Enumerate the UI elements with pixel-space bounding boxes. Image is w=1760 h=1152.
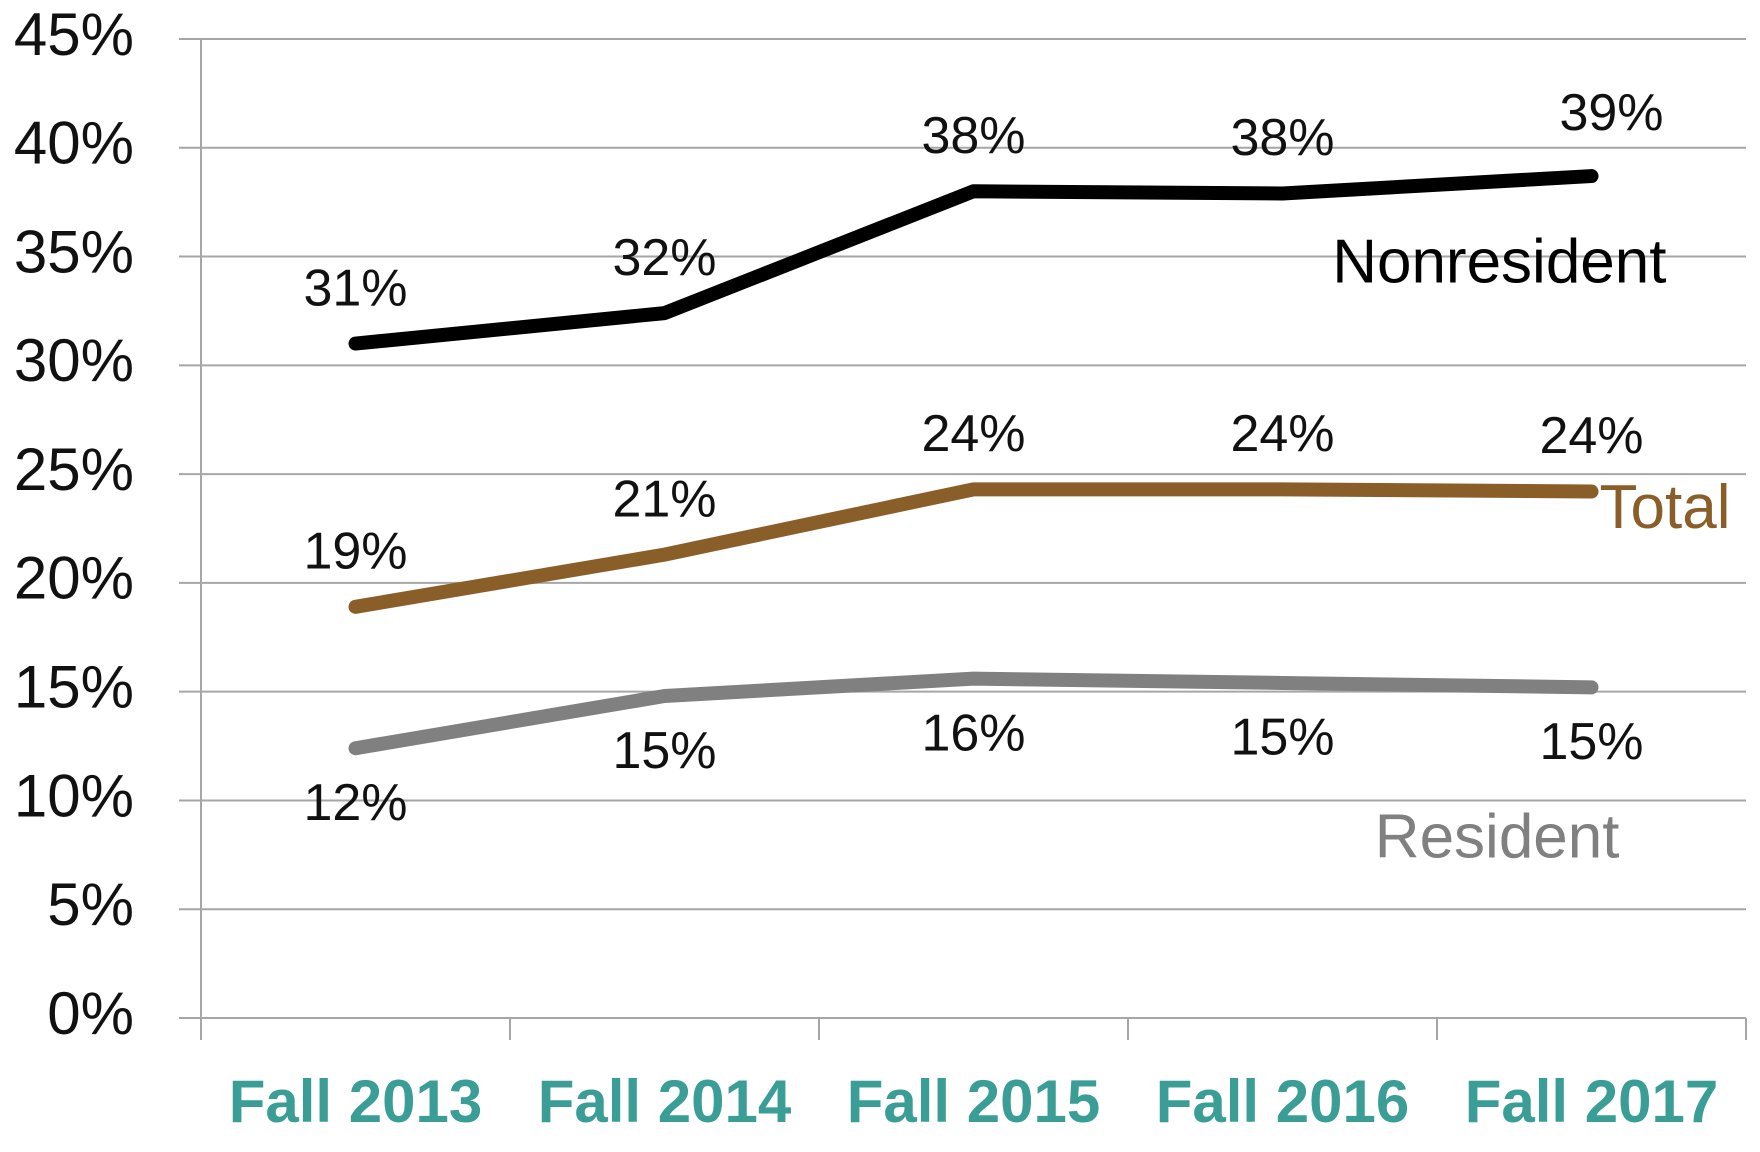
x-tick-label: Fall 2017: [1465, 1068, 1719, 1135]
x-tick-label: Fall 2014: [538, 1068, 792, 1135]
x-tick-label: Fall 2015: [847, 1068, 1101, 1135]
data-label: 38%: [1230, 109, 1334, 167]
x-tick-label: Fall 2013: [229, 1068, 483, 1135]
data-label: 24%: [1230, 405, 1334, 463]
line: [348, 671, 1599, 756]
data-label: 32%: [612, 229, 716, 287]
y-tick-label: 40%: [14, 110, 134, 177]
series-label: Total: [1600, 473, 1731, 542]
y-tick-label: 10%: [14, 762, 134, 829]
data-label: 38%: [921, 107, 1025, 165]
data-label: 15%: [1230, 709, 1334, 767]
data-label: 15%: [1539, 713, 1643, 771]
y-tick-label: 35%: [14, 218, 134, 285]
data-label: 16%: [921, 704, 1025, 762]
data-label: 24%: [1539, 407, 1643, 465]
x-tick-label: Fall 2016: [1156, 1068, 1410, 1135]
data-label: 12%: [303, 774, 407, 832]
data-label: 21%: [612, 470, 716, 528]
data-label: 39%: [1559, 84, 1663, 142]
y-tick-label: 25%: [14, 436, 134, 503]
data-label: 24%: [921, 405, 1025, 463]
y-tick-label: 5%: [47, 871, 134, 938]
y-tick-label: 0%: [47, 980, 134, 1047]
y-tick-label: 45%: [14, 1, 134, 68]
data-label: 19%: [303, 523, 407, 581]
y-tick-label: 20%: [14, 545, 134, 612]
y-tick-label: 30%: [14, 327, 134, 394]
series-label: Resident: [1375, 803, 1620, 872]
line: [348, 169, 1599, 351]
data-label: 15%: [612, 722, 716, 780]
y-tick-label: 15%: [14, 654, 134, 721]
line: [348, 482, 1599, 614]
series-label: Nonresident: [1332, 227, 1666, 296]
data-label: 31%: [303, 259, 407, 317]
